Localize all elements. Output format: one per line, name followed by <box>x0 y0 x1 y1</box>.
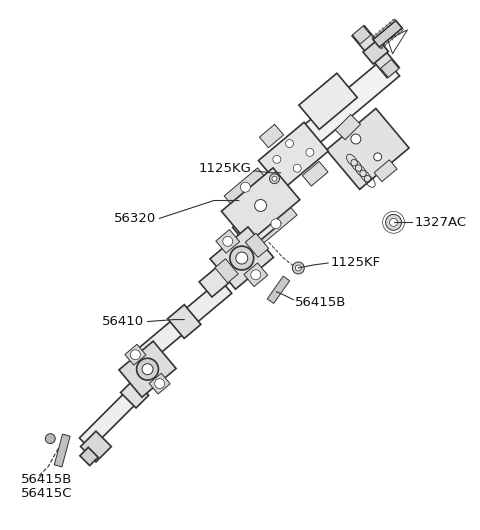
Text: 56415C: 56415C <box>21 487 72 500</box>
Polygon shape <box>381 59 399 77</box>
Circle shape <box>155 378 165 388</box>
Polygon shape <box>267 276 290 304</box>
Circle shape <box>351 134 361 144</box>
Text: 56415B: 56415B <box>295 296 347 309</box>
Circle shape <box>142 364 153 375</box>
Polygon shape <box>149 373 170 394</box>
Polygon shape <box>81 431 111 462</box>
Circle shape <box>306 148 314 156</box>
Polygon shape <box>125 344 146 365</box>
Polygon shape <box>255 205 297 243</box>
Circle shape <box>251 270 261 280</box>
Circle shape <box>230 246 253 270</box>
Circle shape <box>390 218 397 226</box>
Text: 56410: 56410 <box>102 315 144 328</box>
Circle shape <box>385 215 401 230</box>
Text: 1125KF: 1125KF <box>330 255 380 269</box>
Circle shape <box>45 434 55 444</box>
Text: 56320: 56320 <box>114 212 156 225</box>
Circle shape <box>286 139 293 147</box>
Text: 1327AC: 1327AC <box>414 216 467 229</box>
Circle shape <box>293 164 301 172</box>
Polygon shape <box>215 259 238 283</box>
Circle shape <box>137 358 158 380</box>
Circle shape <box>295 265 301 271</box>
Polygon shape <box>221 168 300 243</box>
Circle shape <box>255 199 266 211</box>
Polygon shape <box>216 229 240 253</box>
Circle shape <box>292 262 304 274</box>
Text: 56415B: 56415B <box>21 473 72 486</box>
Circle shape <box>272 176 277 181</box>
Polygon shape <box>54 434 70 467</box>
Circle shape <box>270 174 279 184</box>
Polygon shape <box>119 341 176 397</box>
Polygon shape <box>326 109 409 189</box>
Polygon shape <box>245 233 269 258</box>
Polygon shape <box>302 162 328 186</box>
Polygon shape <box>168 305 201 339</box>
Polygon shape <box>244 263 268 287</box>
Polygon shape <box>363 39 388 64</box>
Circle shape <box>236 252 248 264</box>
Polygon shape <box>260 125 284 148</box>
Polygon shape <box>224 168 266 207</box>
Polygon shape <box>258 122 328 189</box>
Polygon shape <box>80 447 98 465</box>
Polygon shape <box>352 25 399 78</box>
Polygon shape <box>374 160 397 182</box>
Polygon shape <box>373 21 402 47</box>
Polygon shape <box>210 227 274 289</box>
Polygon shape <box>199 263 235 297</box>
Circle shape <box>271 219 281 228</box>
Polygon shape <box>120 380 149 408</box>
Polygon shape <box>266 58 399 175</box>
Circle shape <box>374 153 382 161</box>
Text: 1125KG: 1125KG <box>199 162 252 175</box>
Circle shape <box>223 236 233 246</box>
Polygon shape <box>137 280 232 364</box>
Polygon shape <box>352 26 371 44</box>
Polygon shape <box>232 202 281 249</box>
Circle shape <box>273 155 281 163</box>
Polygon shape <box>336 114 360 140</box>
Circle shape <box>131 350 140 360</box>
Circle shape <box>240 182 250 192</box>
Polygon shape <box>79 378 150 449</box>
Polygon shape <box>299 73 357 129</box>
